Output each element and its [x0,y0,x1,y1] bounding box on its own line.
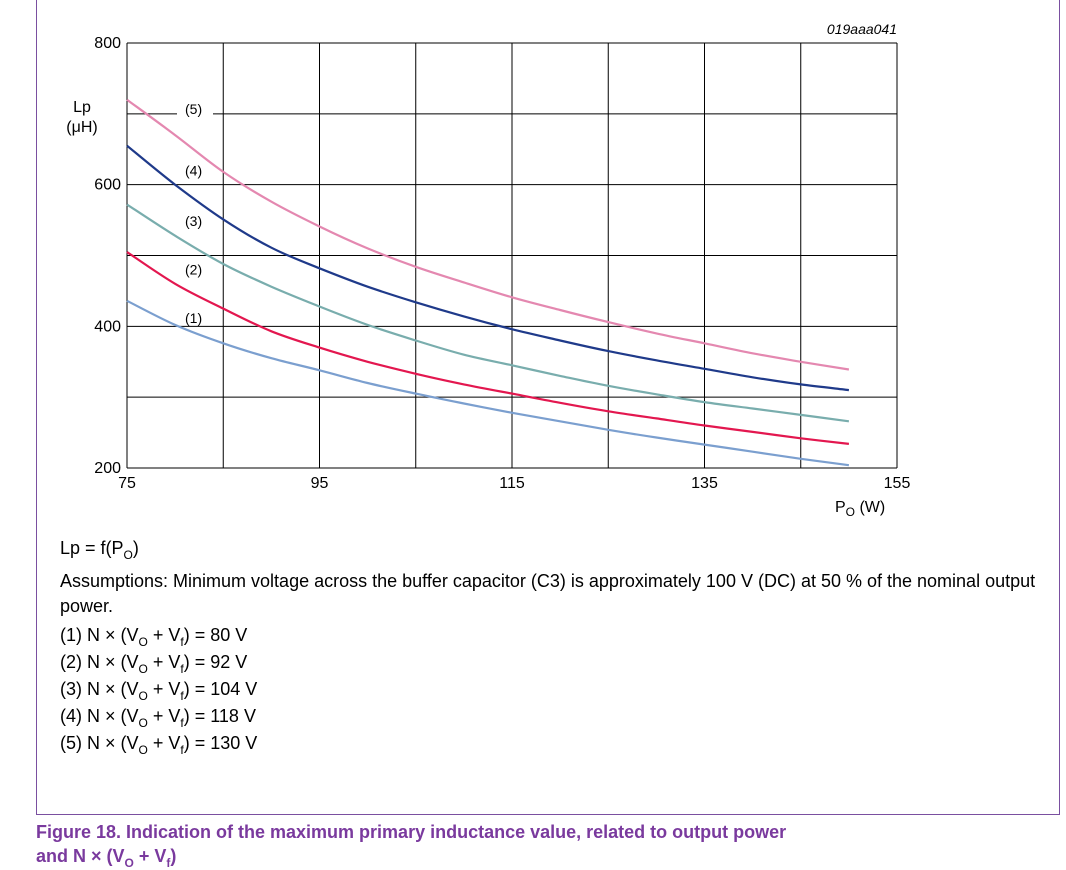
series-line-3 [126,203,850,423]
x-axis-label-unit: (W) [855,499,885,516]
y-tick-label: 600 [94,177,121,194]
note-item-5-sub1: O [138,743,148,757]
note-item-2-prefix: (2) N × (V [60,652,139,672]
formula-suffix: ) [132,538,139,558]
series-line-2 [126,251,850,445]
note-item-3-sub1: O [138,689,148,703]
note-item-5: (5) N × (VO + Vf) = 130 V [60,731,1050,758]
assumptions-text: Assumptions: Minimum voltage across the … [60,571,1036,616]
note-item-3: (3) N × (VO + Vf) = 104 V [60,677,1050,704]
curve-label-3: (3) [185,213,202,229]
note-item-4-suffix: ) = 118 V [183,706,256,726]
chart-grid [126,42,898,469]
note-item-5-mid: + V [147,733,181,753]
caption-line2-suffix: ) [170,846,177,866]
formula-sub: O [123,548,133,562]
note-item-1-mid: + V [147,625,181,645]
series-line-5 [126,98,850,371]
grid-knockout [177,111,213,116]
note-item-3-sub2: f [180,689,184,703]
figure-notes: Lp = f(PO) Assumptions: Minimum voltage … [60,536,1050,758]
x-axis-label-sub: O [846,505,855,519]
note-item-5-prefix: (5) N × (V [60,733,139,753]
x-tick-label: 75 [118,475,136,492]
note-item-2-suffix: ) = 92 V [183,652,248,672]
caption-line2-prefix: and N × (V [36,846,125,866]
note-item-2-sub2: f [180,662,184,676]
note-item-1: (1) N × (VO + Vf) = 80 V [60,623,1050,650]
note-item-3-mid: + V [147,679,181,699]
chart-curves: (1) (2) (3) (4) (5) [126,98,850,467]
note-item-4-sub1: O [138,716,148,730]
x-axis-label: PO (W) [835,499,885,519]
formula-prefix: Lp = f(P [60,538,124,558]
note-item-1-suffix: ) = 80 V [183,625,248,645]
y-tick-label: 800 [94,35,121,52]
curve-label-1: (1) [185,310,202,326]
note-item-4: (4) N × (VO + Vf) = 118 V [60,704,1050,731]
note-item-2-mid: + V [147,652,181,672]
caption-line2-sub2: f [166,856,171,870]
note-item-3-suffix: ) = 104 V [183,679,258,699]
caption-line-2: and N × (VO + Vf) [36,844,1056,870]
y-tick-label: 200 [94,460,121,477]
y-tick-label: 400 [94,318,121,335]
figure-code: 019aaa041 [827,21,897,37]
x-tick-label: 95 [311,475,329,492]
curve-label-2: (2) [185,262,202,278]
x-tick-label: 155 [884,475,911,492]
caption-line-1: Figure 18. Indication of the maximum pri… [36,822,787,842]
x-tick-label: 135 [691,475,718,492]
series-line-4 [126,144,850,392]
y-axis-label-unit: (μH) [66,119,97,136]
note-item-1-sub2: f [180,635,184,649]
chart-ticks: 75 95 115 135 155 200 400 600 800 [94,35,910,492]
line-chart: (1) (2) (3) (4) (5) 75 95 115 135 155 200 400 600 80… [66,21,910,519]
note-item-2: (2) N × (VO + Vf) = 92 V [60,650,1050,677]
note-item-3-prefix: (3) N × (V [60,679,139,699]
note-item-4-sub2: f [180,716,184,730]
x-tick-label: 115 [499,475,525,492]
note-item-4-prefix: (4) N × (V [60,706,139,726]
y-axis-label-name: Lp [73,99,91,116]
series-line-1 [126,299,850,467]
figure-frame [36,0,1060,815]
curve-label-5: (5) [185,101,202,117]
caption-line2-sub1: O [124,856,134,870]
x-axis-label-main: P [835,499,846,516]
note-item-2-sub1: O [138,662,148,676]
note-item-1-prefix: (1) N × (V [60,625,139,645]
formula-line: Lp = f(PO) [60,536,1050,563]
note-item-5-suffix: ) = 130 V [183,733,258,753]
note-item-1-sub1: O [138,635,148,649]
curve-label-4: (4) [185,163,202,179]
note-item-5-sub2: f [180,743,184,757]
caption-line2-mid: + V [133,846,167,866]
note-item-4-mid: + V [147,706,181,726]
